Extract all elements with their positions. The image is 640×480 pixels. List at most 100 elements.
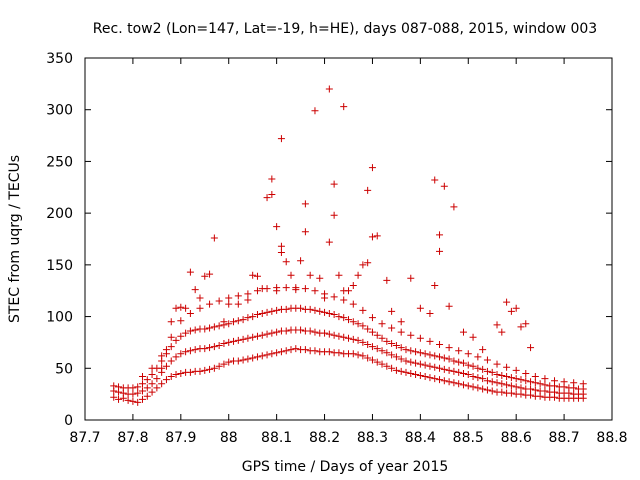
data-point: [397, 328, 405, 336]
data-point: [249, 271, 257, 279]
data-point: [134, 398, 142, 406]
data-point: [234, 317, 242, 325]
data-point: [378, 334, 386, 342]
data-point: [210, 323, 218, 331]
data-point: [450, 367, 458, 375]
data-point: [206, 324, 214, 332]
data-point: [503, 298, 511, 306]
data-point: [431, 352, 439, 360]
data-point: [455, 380, 463, 388]
data-point: [253, 272, 261, 280]
data-point: [186, 327, 194, 335]
data-point: [201, 366, 209, 374]
data-point: [215, 297, 223, 305]
data-point: [474, 384, 482, 392]
data-point: [522, 377, 530, 385]
data-point: [402, 346, 410, 354]
data-point: [115, 395, 123, 403]
data-point: [321, 329, 329, 337]
data-point: [541, 387, 549, 395]
data-point: [512, 375, 520, 383]
data-point: [196, 304, 204, 312]
data-point: [282, 258, 290, 266]
data-point: [483, 356, 491, 364]
data-point: [354, 351, 362, 359]
data-point: [297, 304, 305, 312]
data-point: [234, 292, 242, 300]
data-point: [421, 373, 429, 381]
data-point: [167, 357, 175, 365]
data-point: [186, 309, 194, 317]
data-point: [162, 376, 170, 384]
data-point: [234, 357, 242, 365]
data-point: [431, 176, 439, 184]
data-point: [392, 353, 400, 361]
data-point: [503, 373, 511, 381]
x-tick-label: 87.7: [69, 430, 100, 446]
data-point: [364, 354, 372, 362]
data-point: [311, 287, 319, 295]
x-tick-label: 88: [220, 430, 238, 446]
data-point: [541, 375, 549, 383]
data-point: [383, 276, 391, 284]
x-axis-title: GPS time / Days of year 2015: [242, 459, 449, 475]
data-point: [383, 362, 391, 370]
data-point: [110, 382, 118, 390]
data-point: [364, 325, 372, 333]
data-point: [397, 355, 405, 363]
data-point: [335, 271, 343, 279]
data-point: [244, 314, 252, 322]
data-point: [407, 274, 415, 282]
data-point: [412, 348, 420, 356]
data-point: [483, 386, 491, 394]
data-point: [191, 286, 199, 294]
data-point: [268, 350, 276, 358]
data-point: [206, 344, 214, 352]
data-point: [474, 353, 482, 361]
data-point: [483, 367, 491, 375]
data-point: [230, 318, 238, 326]
data-point: [388, 364, 396, 372]
x-tick-label: 88.1: [261, 430, 292, 446]
data-point: [416, 372, 424, 380]
data-point: [416, 304, 424, 312]
data-point: [464, 382, 472, 390]
data-point: [282, 327, 290, 335]
data-point: [503, 363, 511, 371]
data-point: [273, 223, 281, 231]
data-point: [301, 346, 309, 354]
data-point: [201, 345, 209, 353]
data-point: [459, 359, 467, 367]
data-point: [177, 332, 185, 340]
y-tick-label: 50: [55, 361, 73, 377]
data-point: [277, 242, 285, 250]
data-point: [182, 329, 190, 337]
data-point: [373, 232, 381, 240]
data-point: [426, 374, 434, 382]
data-point: [345, 287, 352, 295]
y-axis-title: STEC from uqrg / TECUs: [7, 155, 23, 323]
data-point: [498, 388, 506, 396]
data-point: [368, 314, 376, 322]
data-point: [527, 385, 535, 393]
data-point: [455, 347, 463, 355]
data-point: [536, 380, 544, 388]
data-point: [277, 248, 285, 256]
data-point: [560, 378, 568, 386]
data-point: [282, 284, 290, 292]
data-point: [253, 311, 261, 319]
data-point: [436, 376, 444, 384]
data-point: [349, 282, 357, 290]
data-point: [474, 374, 482, 382]
data-point: [459, 381, 467, 389]
data-point: [340, 103, 348, 111]
y-tick-label: 200: [46, 206, 73, 222]
data-point: [258, 331, 266, 339]
data-point: [325, 348, 333, 356]
data-point: [570, 379, 578, 387]
data-point: [349, 318, 357, 326]
data-point: [416, 349, 424, 357]
data-point: [507, 382, 515, 390]
data-point: [445, 344, 453, 352]
data-point: [316, 307, 324, 315]
